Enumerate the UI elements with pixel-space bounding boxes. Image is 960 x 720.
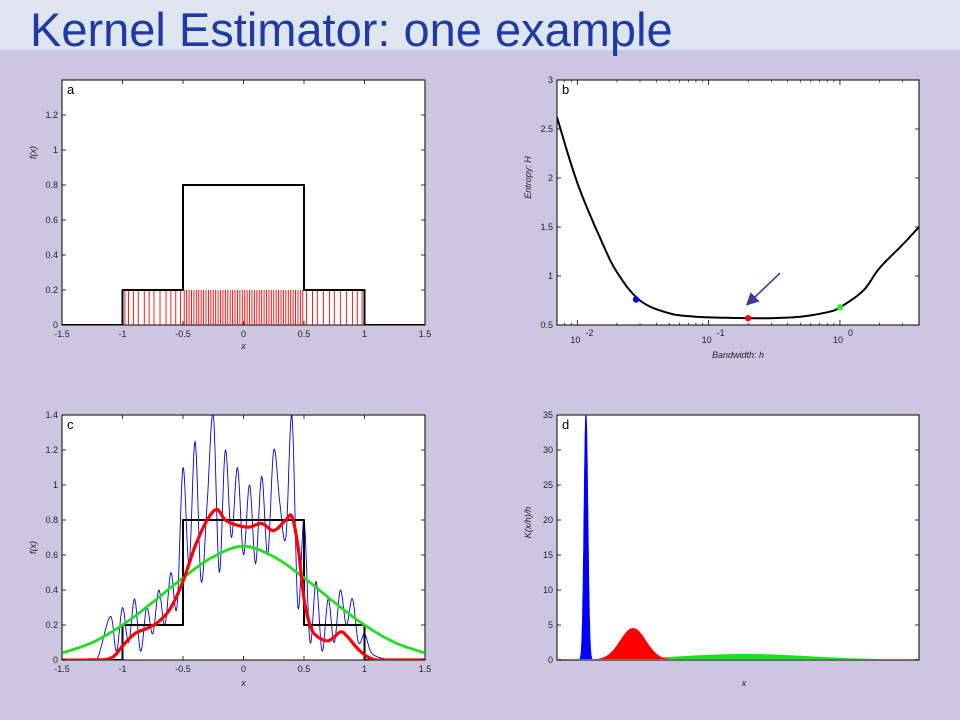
- bandwidth-marker: [836, 304, 844, 311]
- bandwidth-marker: [744, 314, 752, 322]
- plot-area-d: [556, 414, 920, 661]
- x-axis-label-b: Bandwidth: h: [712, 350, 764, 360]
- density-line-a: [62, 184, 425, 325]
- optimal-estimate-line: [62, 507, 425, 660]
- y-tick-label-c: 0.4: [45, 585, 58, 595]
- y-tick-label-a: 0.4: [45, 250, 58, 260]
- y-tick-label-b: 0.5: [540, 320, 553, 330]
- x-tick-exp-b: -1: [717, 328, 725, 338]
- x-tick-label-a: 1.5: [419, 329, 432, 339]
- y-axis-label-c: f(x): [28, 541, 38, 554]
- panel-c: c 0 0.2 0.4 0.6 0.8 1 1.2 1.4 -1.5 -1 -0.5 0 0.5 1 1.5 x…: [28, 410, 431, 688]
- x-tick-exp-b: 0: [848, 328, 853, 338]
- y-tick-label-d: 5: [548, 620, 553, 630]
- y-tick-label-d: 20: [543, 515, 553, 525]
- y-tick-label-b: 2: [548, 173, 553, 183]
- y-tick-label-a: 0: [53, 320, 58, 330]
- slide-title: Kernel Estimator: one example: [30, 3, 673, 56]
- x-tick-label-a: -1: [118, 329, 126, 339]
- y-tick-label-c: 1: [53, 480, 58, 490]
- y-tick-label-c: 0.2: [45, 620, 58, 630]
- panel-label-d: d: [562, 417, 569, 432]
- y-tick-label-a: 1.2: [45, 110, 58, 120]
- x-tick-label-c: 0: [241, 664, 246, 674]
- oversmoothed-estimate-line: [62, 544, 425, 655]
- x-axis-label-a: x: [240, 341, 246, 351]
- true-density-line-c: [62, 519, 425, 660]
- optimum-arrow: [745, 272, 781, 306]
- y-tick-label-c: 0.6: [45, 550, 58, 560]
- y-tick-label-c: 0.8: [45, 515, 58, 525]
- y-tick-label-a: 0.8: [45, 180, 58, 190]
- x-axis-label-d: x: [741, 678, 747, 688]
- x-tick-label-c: -1.5: [54, 664, 70, 674]
- y-tick-label-a: 1: [53, 145, 58, 155]
- kernel-narrow-blue: [578, 415, 594, 660]
- x-tick-label-c: 1: [362, 664, 367, 674]
- x-tick-label-b: 10: [702, 335, 712, 345]
- y-tick-label-d: 35: [543, 410, 553, 420]
- x-tick-label-b: 10: [833, 335, 843, 345]
- y-axis-label-b: Entropy: H: [523, 156, 533, 199]
- panel-a: a 0 0.2 0.4 0.6 0.8 1 1.2 -1.5 -1 -0.5 0 0.5 1 1.5 x f(x…: [28, 79, 432, 351]
- x-axis-label-c: x: [240, 678, 246, 688]
- y-tick-label-c: 1.4: [45, 410, 58, 420]
- plot-area-c: [61, 414, 426, 661]
- x-tick-label-a: 0.5: [298, 329, 311, 339]
- x-tick-label-a: -1.5: [54, 329, 70, 339]
- y-axis-label-d: K(x/h)/h: [523, 507, 533, 539]
- x-tick-label-b: 10: [570, 335, 580, 345]
- y-tick-label-c: 0: [53, 655, 58, 665]
- bandwidth-marker: [632, 296, 640, 303]
- y-tick-label-b: 1: [548, 271, 553, 281]
- y-tick-label-d: 15: [543, 550, 553, 560]
- x-tick-label-c: -0.5: [175, 664, 191, 674]
- panel-b: b 10 -2 10 -1 10 0 0.5 1 1.5 2 2.5 3 Bandwidth: h Entr…: [523, 75, 920, 360]
- y-axis-label-a: f(x): [28, 146, 38, 159]
- x-tick-label-c: -1: [118, 664, 126, 674]
- x-tick-label-a: -0.5: [175, 329, 191, 339]
- y-tick-label-b: 2.5: [540, 124, 553, 134]
- plot-area-a: [61, 79, 426, 326]
- plot-area-b: [556, 79, 920, 326]
- panel-d: d 0 5 10 15 20 25 30 35 x K(x/h)/h: [523, 410, 920, 688]
- y-tick-label-b: 1.5: [540, 222, 553, 232]
- y-tick-label-b: 3: [548, 75, 553, 85]
- panel-label-c: c: [67, 417, 74, 432]
- x-tick-label-a: 1: [362, 329, 367, 339]
- x-tick-label-c: 0.5: [298, 664, 311, 674]
- y-tick-label-c: 1.2: [45, 445, 58, 455]
- panel-label-b: b: [562, 82, 569, 97]
- panel-label-a: a: [67, 82, 75, 97]
- y-tick-label-a: 0.2: [45, 285, 58, 295]
- x-tick-exp-b: -2: [585, 328, 593, 338]
- x-tick-label-a: 0: [241, 329, 246, 339]
- y-tick-label-d: 10: [543, 585, 553, 595]
- y-tick-label-a: 0.6: [45, 215, 58, 225]
- title-bar: [0, 0, 960, 50]
- y-tick-label-d: 0: [548, 655, 553, 665]
- x-tick-label-c: 1.5: [419, 664, 432, 674]
- y-tick-label-d: 30: [543, 445, 553, 455]
- y-tick-label-d: 25: [543, 480, 553, 490]
